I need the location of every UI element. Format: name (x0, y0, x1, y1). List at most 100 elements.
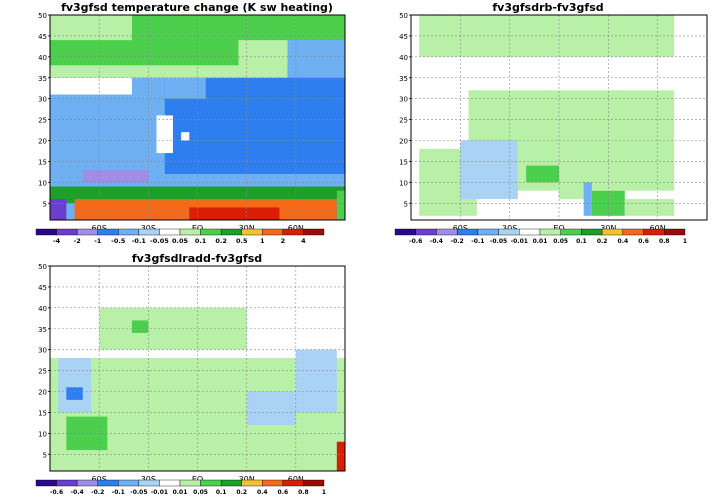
x-tick-label: 60S (92, 224, 107, 233)
plot-frame (410, 14, 708, 221)
colorbar-label: 0.05 (193, 489, 208, 496)
colorbar-label: -0.05 (150, 237, 169, 245)
y-tick-label: 30 (399, 96, 408, 104)
y-tick-label: 50 (38, 12, 47, 20)
colorbar-label: 2 (281, 237, 286, 245)
colorbar-label: 4 (301, 237, 306, 245)
field-region (336, 441, 345, 471)
colorbar-label: -0.1 (112, 489, 125, 496)
y-tick-label: 5 (43, 200, 47, 208)
colorbar-swatch (97, 479, 119, 487)
colorbar-swatch (200, 479, 222, 487)
colorbar-label: 0.1 (216, 489, 227, 496)
field-region (336, 190, 345, 220)
field-region (50, 15, 132, 41)
colorbar-swatch (76, 479, 98, 487)
x-tick-label: 30S (502, 224, 517, 233)
colorbar-label: -2 (74, 237, 81, 245)
x-tick-label: 60N (650, 224, 666, 233)
x-tick-label: 60N (288, 475, 304, 484)
colorbar-label: -0.6 (409, 238, 422, 245)
field-region (238, 40, 288, 78)
colorbar-label: 0.01 (533, 238, 548, 245)
colorbar-label: 0.1 (195, 237, 207, 245)
colorbar-swatch (138, 479, 160, 487)
colorbar-swatch (498, 228, 520, 236)
colorbar-swatch (56, 479, 78, 487)
field-region (66, 387, 83, 400)
colorbar-label: 0.05 (553, 238, 568, 245)
colorbar-swatch (415, 228, 437, 236)
y-tick-label: 25 (399, 117, 408, 125)
colorbar-label: 0.6 (278, 489, 289, 496)
colorbar-label: 1 (260, 237, 265, 245)
field-region (164, 77, 206, 99)
y-tick-label: 20 (38, 138, 47, 146)
y-tick-label: 5 (404, 200, 408, 208)
colorbar-swatch (456, 228, 479, 236)
colorbar-swatch (262, 479, 284, 487)
y-tick-label: 30 (38, 96, 47, 104)
colorbar-label: 0.4 (618, 238, 629, 245)
colorbar-label: 0.1 (576, 238, 587, 245)
chart-1: 5 10 15 20 25 30 35 40 45 50 60S 30S EQ 30N 60N -4 -2 -1 -… (35, 12, 346, 245)
y-tick-label: 45 (38, 33, 47, 41)
colorbar-swatch (477, 228, 499, 236)
field-region (181, 132, 190, 141)
colorbar-label: -0.1 (471, 238, 484, 245)
colorbar-label: -0.1 (132, 237, 147, 245)
colorbar-label: 1 (322, 489, 326, 496)
colorbar-swatch (581, 228, 603, 236)
colorbar-swatch (179, 479, 201, 487)
plot-frame (49, 14, 346, 221)
colorbar-label: -0.2 (91, 489, 104, 496)
colorbar-label: -0.01 (511, 238, 528, 245)
colorbar-label: -0.05 (490, 238, 507, 245)
plot-frame (49, 265, 346, 472)
colorbar-swatch (303, 228, 325, 236)
colorbar-label: 0.4 (257, 489, 268, 496)
field-region (526, 165, 559, 183)
field-region (295, 349, 337, 413)
x-tick-label: 60N (288, 224, 304, 233)
y-tick-label: 45 (399, 33, 408, 41)
colorbar-label: -0.4 (71, 489, 84, 496)
x-tick-label: EQ (192, 224, 203, 233)
colorbar-swatch (118, 479, 140, 487)
colorbar-swatch (601, 228, 624, 236)
chart-2: 5 10 15 20 25 30 35 40 45 50 60S 30S EQ 30N 60N -0.6 -0.… (394, 12, 708, 245)
field-region (50, 77, 132, 95)
y-tick-label: 30 (38, 347, 47, 355)
colorbar-label: -0.6 (50, 489, 63, 496)
field-region (583, 182, 592, 216)
colorbar-swatch (394, 228, 416, 236)
field-region (287, 40, 345, 78)
colorbar-swatch (138, 228, 160, 236)
y-tick-label: 15 (38, 158, 47, 166)
colorbar-swatch (282, 228, 304, 236)
colorbar-label: 1 (683, 238, 687, 245)
y-tick-label: 10 (38, 179, 47, 187)
y-tick-label: 20 (399, 138, 408, 146)
y-tick-label: 20 (38, 389, 47, 397)
colorbar-swatch (159, 228, 181, 236)
field-region (189, 207, 280, 220)
field-region (131, 320, 149, 333)
colorbar-swatch (159, 479, 181, 487)
colorbar-swatch (56, 228, 78, 236)
colorbar-swatch (241, 228, 263, 236)
field-region (156, 115, 173, 154)
colorbar-swatch (97, 228, 119, 236)
colorbar-label: 0.2 (215, 237, 227, 245)
colorbar-swatch (282, 479, 304, 487)
colorbar-swatch (35, 479, 57, 487)
y-tick-label: 15 (38, 409, 47, 417)
colorbar-label: -4 (53, 237, 61, 245)
field-region (99, 307, 247, 350)
colorbar-swatch (200, 228, 222, 236)
field-region (246, 391, 296, 425)
y-tick-label: 50 (38, 263, 47, 271)
y-tick-label: 25 (38, 117, 47, 125)
colorbar-label: 0.2 (236, 489, 247, 496)
y-tick-label: 40 (38, 305, 47, 313)
